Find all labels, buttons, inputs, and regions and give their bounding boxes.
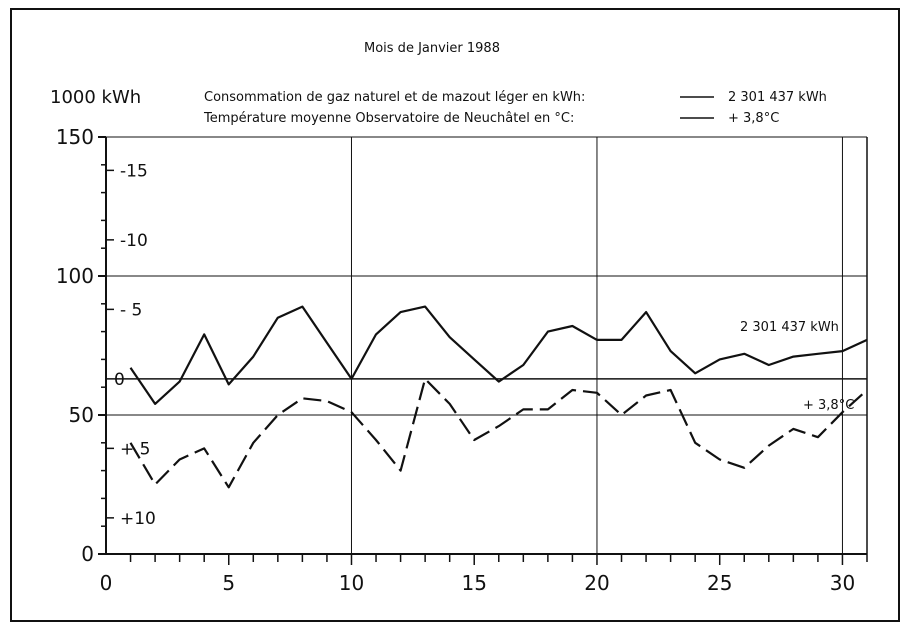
temperature-tick-label: - 5 <box>120 300 142 320</box>
x-tick-label: 20 <box>584 571 609 595</box>
temperature-tick-label: -15 <box>120 161 148 181</box>
temperature-tick-label: +10 <box>120 509 156 529</box>
x-tick-label: 5 <box>222 571 235 595</box>
chart-frame <box>10 8 900 622</box>
x-tick-label: 15 <box>461 571 486 595</box>
legend-value-temperature: + 3,8°C <box>728 111 779 126</box>
y-tick-label: 0 <box>81 542 94 566</box>
x-tick-label: 25 <box>707 571 732 595</box>
chart-title: Mois de Janvier 1988 <box>364 41 500 56</box>
series-line-temperature <box>129 377 868 489</box>
x-tick-label: 30 <box>830 571 855 595</box>
series-line-consumption <box>129 305 868 405</box>
legend-label-temperature: Température moyenne Observatoire de Neuc… <box>203 111 574 126</box>
legend-label-consumption: Consommation de gaz naturel et de mazout… <box>204 90 585 105</box>
x-tick-label: 10 <box>339 571 364 595</box>
series-end-label-consumption: 2 301 437 kWh <box>740 320 839 335</box>
series-end-label-temperature: + 3,8°C <box>803 398 854 413</box>
temperature-tick-label: -10 <box>120 231 148 251</box>
y-tick-label: 50 <box>69 403 94 427</box>
y-tick-label: 150 <box>56 125 94 149</box>
y-axis-unit-label: 1000 kWh <box>50 87 141 108</box>
legend-value-consumption: 2 301 437 kWh <box>728 90 827 105</box>
y-tick-label: 100 <box>56 264 94 288</box>
temperature-tick-label: 0 <box>114 370 125 390</box>
x-tick-label: 0 <box>100 571 113 595</box>
